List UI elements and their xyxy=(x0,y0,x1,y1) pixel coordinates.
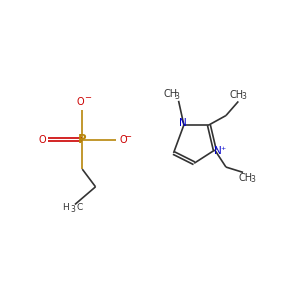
Text: +: + xyxy=(220,146,226,151)
Text: CH: CH xyxy=(163,89,177,99)
Text: N: N xyxy=(178,118,186,128)
Text: P: P xyxy=(78,133,87,146)
Text: N: N xyxy=(214,146,222,156)
Text: C: C xyxy=(76,203,82,212)
Text: 3: 3 xyxy=(250,175,256,184)
Text: O: O xyxy=(77,97,85,107)
Text: CH: CH xyxy=(239,173,253,183)
Text: −: − xyxy=(124,132,131,141)
Text: CH: CH xyxy=(230,90,244,100)
Text: O: O xyxy=(38,135,46,145)
Text: 3: 3 xyxy=(175,92,179,100)
Text: O: O xyxy=(120,135,127,145)
Text: −: − xyxy=(84,93,91,102)
Text: 3: 3 xyxy=(70,205,75,214)
Text: 3: 3 xyxy=(242,92,246,101)
Text: H: H xyxy=(62,203,69,212)
